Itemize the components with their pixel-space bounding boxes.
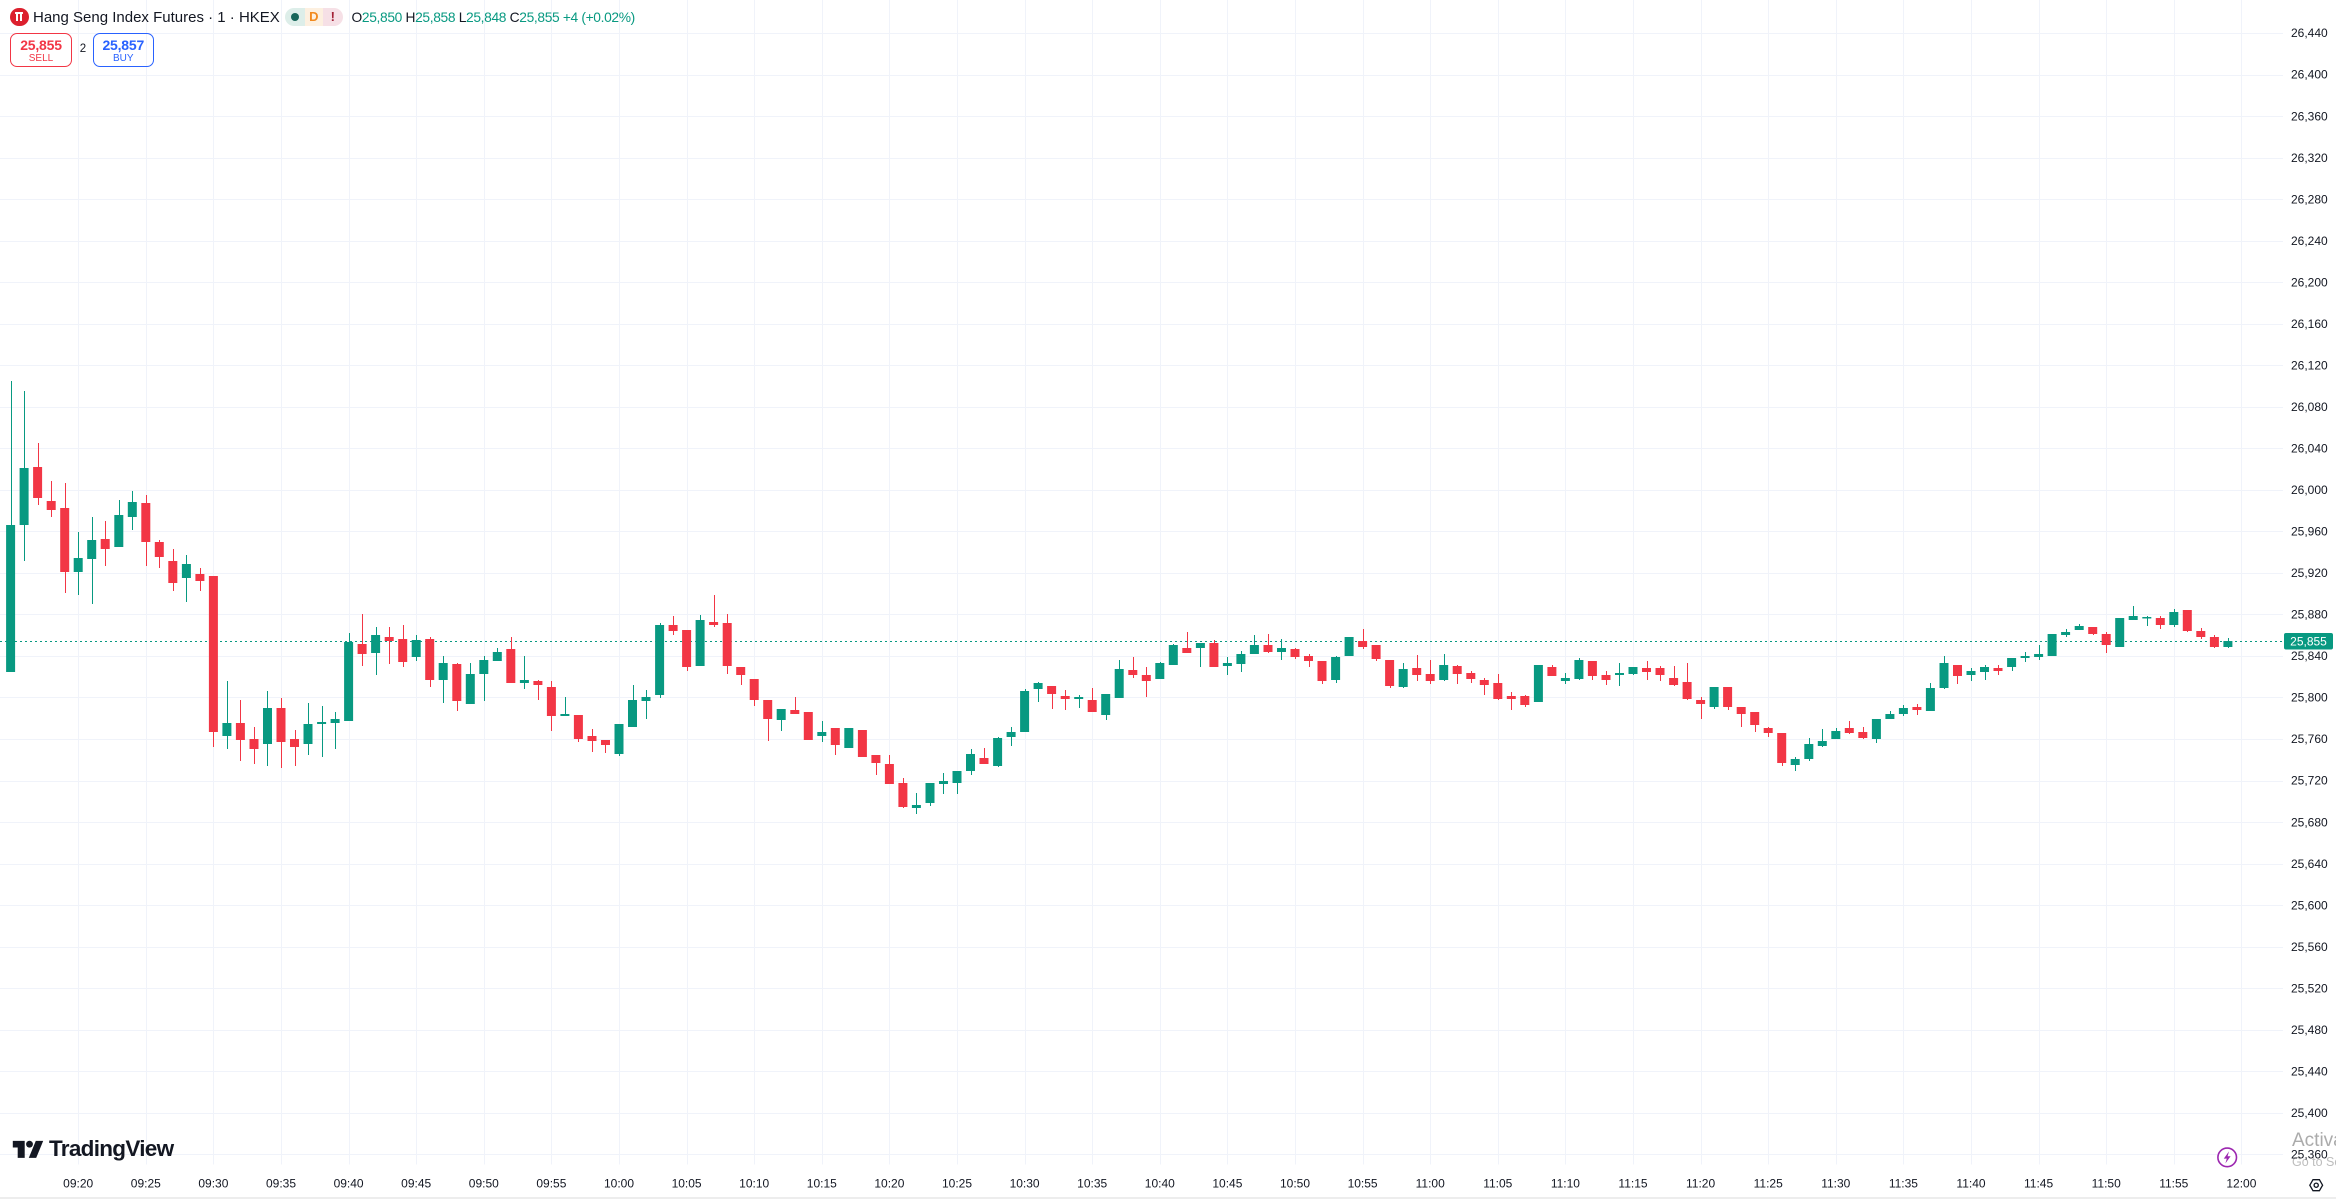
svg-text:26,240: 26,240 xyxy=(2291,234,2328,248)
svg-text:11:25: 11:25 xyxy=(1754,1177,1783,1191)
svg-text:11:55: 11:55 xyxy=(2159,1177,2188,1191)
svg-text:25,600: 25,600 xyxy=(2291,898,2328,912)
svg-text:09:55: 09:55 xyxy=(536,1177,566,1191)
svg-text:10:10: 10:10 xyxy=(739,1177,769,1191)
svg-text:25,520: 25,520 xyxy=(2291,981,2328,995)
svg-text:11:05: 11:05 xyxy=(1483,1177,1512,1191)
svg-text:11:30: 11:30 xyxy=(1821,1177,1850,1191)
svg-text:25,680: 25,680 xyxy=(2291,815,2328,829)
svg-text:25,920: 25,920 xyxy=(2291,566,2328,580)
svg-text:11:00: 11:00 xyxy=(1416,1177,1445,1191)
svg-text:25,760: 25,760 xyxy=(2291,732,2328,746)
svg-text:25,720: 25,720 xyxy=(2291,774,2328,788)
svg-text:10:35: 10:35 xyxy=(1077,1177,1107,1191)
svg-text:10:45: 10:45 xyxy=(1212,1177,1242,1191)
svg-text:25,360: 25,360 xyxy=(2291,1148,2328,1162)
svg-text:25,880: 25,880 xyxy=(2291,608,2328,622)
svg-text:09:30: 09:30 xyxy=(198,1177,228,1191)
svg-text:09:35: 09:35 xyxy=(266,1177,296,1191)
svg-text:25,855: 25,855 xyxy=(2290,635,2327,649)
svg-text:Activate W: Activate W xyxy=(2292,1130,2336,1151)
svg-text:09:40: 09:40 xyxy=(334,1177,364,1191)
svg-text:25,840: 25,840 xyxy=(2291,649,2328,663)
svg-text:26,360: 26,360 xyxy=(2291,109,2328,123)
svg-text:26,200: 26,200 xyxy=(2291,275,2328,289)
svg-text:12:00: 12:00 xyxy=(2226,1177,2256,1191)
svg-text:10:05: 10:05 xyxy=(672,1177,702,1191)
svg-text:09:50: 09:50 xyxy=(469,1177,499,1191)
svg-text:26,440: 26,440 xyxy=(2291,26,2328,40)
svg-text:10:25: 10:25 xyxy=(942,1177,972,1191)
svg-text:11:50: 11:50 xyxy=(2092,1177,2121,1191)
svg-text:10:30: 10:30 xyxy=(1010,1177,1040,1191)
svg-text:11:10: 11:10 xyxy=(1551,1177,1580,1191)
svg-text:09:25: 09:25 xyxy=(131,1177,161,1191)
svg-text:25,640: 25,640 xyxy=(2291,857,2328,871)
svg-text:09:45: 09:45 xyxy=(401,1177,431,1191)
svg-text:11:20: 11:20 xyxy=(1686,1177,1715,1191)
svg-text:25,400: 25,400 xyxy=(2291,1106,2328,1120)
svg-text:25,440: 25,440 xyxy=(2291,1065,2328,1079)
svg-text:10:20: 10:20 xyxy=(874,1177,904,1191)
svg-text:10:50: 10:50 xyxy=(1280,1177,1310,1191)
svg-text:10:55: 10:55 xyxy=(1348,1177,1378,1191)
svg-text:11:15: 11:15 xyxy=(1618,1177,1647,1191)
svg-text:10:40: 10:40 xyxy=(1145,1177,1175,1191)
svg-text:26,320: 26,320 xyxy=(2291,151,2328,165)
svg-text:25,480: 25,480 xyxy=(2291,1023,2328,1037)
svg-text:11:35: 11:35 xyxy=(1889,1177,1918,1191)
svg-text:10:15: 10:15 xyxy=(807,1177,837,1191)
svg-text:26,280: 26,280 xyxy=(2291,192,2328,206)
svg-text:10:00: 10:00 xyxy=(604,1177,634,1191)
svg-text:26,080: 26,080 xyxy=(2291,400,2328,414)
svg-text:25,960: 25,960 xyxy=(2291,525,2328,539)
svg-text:25,800: 25,800 xyxy=(2291,691,2328,705)
svg-text:26,120: 26,120 xyxy=(2291,358,2328,372)
svg-text:Go to Settin: Go to Settin xyxy=(2292,1155,2336,1169)
svg-text:26,160: 26,160 xyxy=(2291,317,2328,331)
svg-text:26,400: 26,400 xyxy=(2291,68,2328,82)
svg-text:25,560: 25,560 xyxy=(2291,940,2328,954)
svg-text:26,040: 26,040 xyxy=(2291,442,2328,456)
svg-text:11:40: 11:40 xyxy=(1956,1177,1985,1191)
svg-text:09:20: 09:20 xyxy=(63,1177,93,1191)
svg-text:11:45: 11:45 xyxy=(2024,1177,2053,1191)
svg-text:26,000: 26,000 xyxy=(2291,483,2328,497)
